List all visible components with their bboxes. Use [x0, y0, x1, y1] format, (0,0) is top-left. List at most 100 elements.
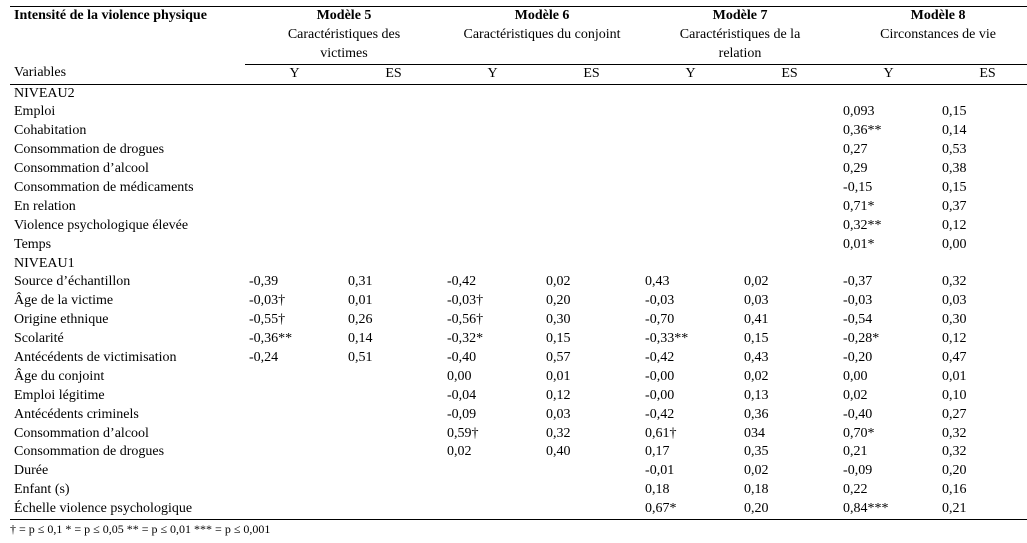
row-label: Antécédents criminels: [10, 406, 245, 425]
cell-m5-y: [245, 198, 344, 217]
cell-m7-es: 0,15: [740, 330, 839, 349]
cell-m7-es: [740, 217, 839, 236]
cell-m7-y: -0,03: [641, 292, 740, 311]
table-row: Consommation de drogues0,270,53: [10, 141, 1027, 160]
table-row: Consommation d’alcool0,59†0,320,61†0340,…: [10, 425, 1027, 444]
cell-m5-y: [245, 387, 344, 406]
cell-m6-y: [443, 122, 542, 141]
cell-m5-y: -0,36**: [245, 330, 344, 349]
cell-m6-es: [542, 500, 641, 519]
header-m7-es: ES: [740, 64, 839, 84]
cell-m6-es: [542, 160, 641, 179]
table-row: Âge de la victime-0,03†0,01-0,03†0,20-0,…: [10, 292, 1027, 311]
row-label: Antécédents de victimisation: [10, 349, 245, 368]
cell-m7-es: 0,20: [740, 500, 839, 519]
cell-m5-y: [245, 500, 344, 519]
cell-m6-es: 0,30: [542, 311, 641, 330]
cell-m7-es: [740, 141, 839, 160]
row-label: Temps: [10, 236, 245, 255]
cell-m6-y: [443, 462, 542, 481]
row-label: Âge de la victime: [10, 292, 245, 311]
section-niveau2: NIVEAU2: [10, 84, 1027, 103]
cell-m5-es: [344, 122, 443, 141]
cell-m6-es: 0,20: [542, 292, 641, 311]
cell-m7-y: [641, 179, 740, 198]
table-row: Antécédents criminels-0,090,03-0,420,36-…: [10, 406, 1027, 425]
cell-m7-es: [740, 198, 839, 217]
cell-m5-es: [344, 481, 443, 500]
header-model-7-sub-a: Caractéristiques de la: [641, 26, 839, 45]
header-model-7-title: Modèle 7: [641, 7, 839, 26]
cell-m6-y: 0,59†: [443, 425, 542, 444]
row-label: Consommation d’alcool: [10, 425, 245, 444]
cell-m7-es: 034: [740, 425, 839, 444]
header-rowlabel: Intensité de la violence physique: [10, 7, 245, 65]
cell-m8-y: 0,21: [839, 443, 938, 462]
cell-m8-y: -0,54: [839, 311, 938, 330]
cell-m6-y: -0,03†: [443, 292, 542, 311]
cell-m8-es: 0,14: [938, 122, 1027, 141]
table-row: Consommation d’alcool0,290,38: [10, 160, 1027, 179]
table-row: Enfant (s)0,180,180,220,16: [10, 481, 1027, 500]
cell-m6-es: 0,57: [542, 349, 641, 368]
header-model-6-sub-a: Caractéristiques du conjoint: [443, 26, 641, 45]
row-label: Consommation de médicaments: [10, 179, 245, 198]
rows-niveau2: Emploi0,0930,15Cohabitation0,36**0,14Con…: [10, 103, 1027, 254]
header-variables-label: Variables: [10, 64, 245, 84]
row-label: Âge du conjoint: [10, 368, 245, 387]
row-label: En relation: [10, 198, 245, 217]
cell-m7-es: 0,35: [740, 443, 839, 462]
header-model-5-sub-a: Caractéristiques des: [245, 26, 443, 45]
section-niveau2-label: NIVEAU2: [10, 84, 1027, 103]
cell-m5-y: [245, 481, 344, 500]
cell-m5-y: -0,39: [245, 273, 344, 292]
cell-m8-es: 0,20: [938, 462, 1027, 481]
cell-m6-y: [443, 198, 542, 217]
header-m5-y: Y: [245, 64, 344, 84]
cell-m6-es: [542, 198, 641, 217]
page-wrap: { "header": { "row_label": "Intensité de…: [0, 0, 1027, 543]
cell-m5-es: [344, 179, 443, 198]
cell-m7-y: 0,61†: [641, 425, 740, 444]
regression-table: Intensité de la violence physique Modèle…: [10, 6, 1027, 520]
cell-m5-y: [245, 103, 344, 122]
cell-m5-es: [344, 217, 443, 236]
cell-m6-es: [542, 462, 641, 481]
header-m5-es: ES: [344, 64, 443, 84]
cell-m7-es: [740, 122, 839, 141]
header-m6-es: ES: [542, 64, 641, 84]
cell-m7-es: [740, 103, 839, 122]
cell-m5-es: 0,26: [344, 311, 443, 330]
cell-m6-y: -0,09: [443, 406, 542, 425]
cell-m8-es: 0,12: [938, 217, 1027, 236]
cell-m6-y: [443, 179, 542, 198]
cell-m7-es: 0,02: [740, 368, 839, 387]
cell-m6-es: 0,01: [542, 368, 641, 387]
header-model-5-title: Modèle 5: [245, 7, 443, 26]
cell-m7-y: -0,00: [641, 368, 740, 387]
cell-m5-es: [344, 141, 443, 160]
cell-m6-y: -0,32*: [443, 330, 542, 349]
cell-m7-y: [641, 198, 740, 217]
row-label: Emploi: [10, 103, 245, 122]
table-row: Violence psychologique élevée0,32**0,12: [10, 217, 1027, 236]
table-row: Durée-0,010,02-0,090,20: [10, 462, 1027, 481]
header-row-1: Intensité de la violence physique Modèle…: [10, 7, 1027, 26]
cell-m6-es: [542, 122, 641, 141]
table-row: Échelle violence psychologique0,67*0,200…: [10, 500, 1027, 519]
cell-m7-y: [641, 217, 740, 236]
cell-m7-es: 0,13: [740, 387, 839, 406]
cell-m8-es: 0,00: [938, 236, 1027, 255]
cell-m7-y: [641, 160, 740, 179]
table-row: Consommation de médicaments-0,150,15: [10, 179, 1027, 198]
row-label: Origine ethnique: [10, 311, 245, 330]
header-m8-y: Y: [839, 64, 938, 84]
cell-m8-es: 0,27: [938, 406, 1027, 425]
cell-m7-es: [740, 179, 839, 198]
table-row: Antécédents de victimisation-0,240,51-0,…: [10, 349, 1027, 368]
cell-m7-y: [641, 141, 740, 160]
cell-m5-y: [245, 236, 344, 255]
cell-m8-es: 0,10: [938, 387, 1027, 406]
cell-m7-es: [740, 236, 839, 255]
cell-m5-y: -0,55†: [245, 311, 344, 330]
